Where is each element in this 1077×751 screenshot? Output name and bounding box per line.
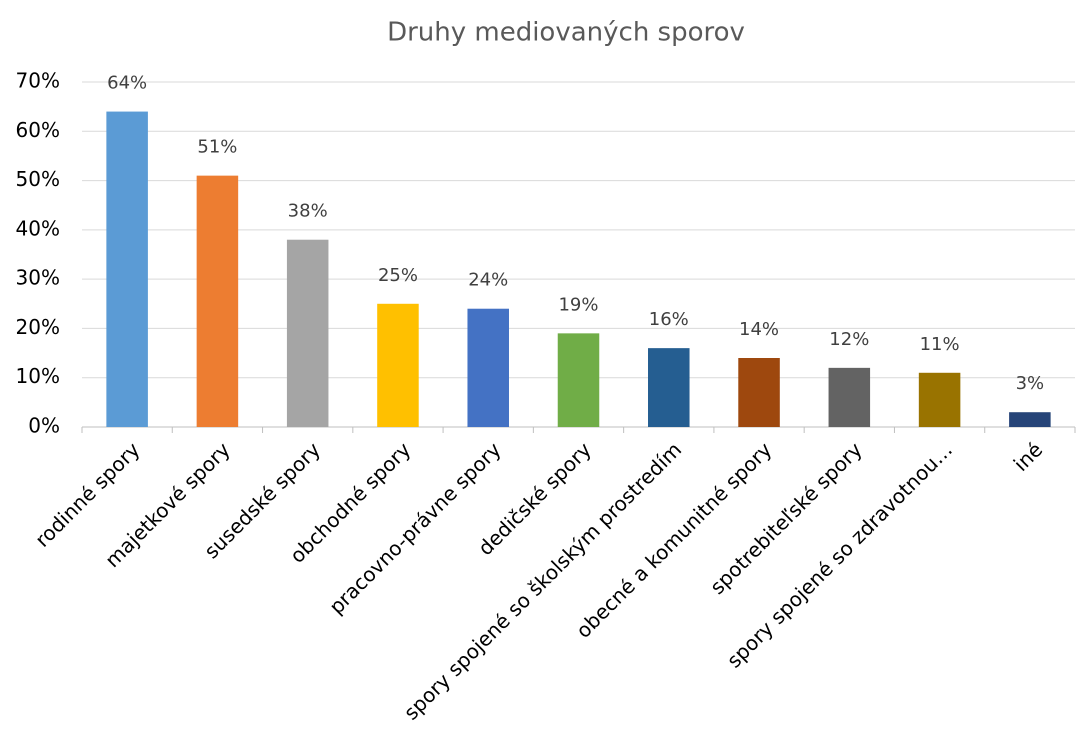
- y-tick-label: 70%: [16, 69, 60, 93]
- data-label: 64%: [107, 73, 147, 94]
- bar: [106, 111, 148, 428]
- y-tick-label: 10%: [16, 364, 60, 388]
- y-tick-label: 60%: [16, 118, 60, 142]
- chart-title: Druhy mediovaných sporov: [387, 18, 745, 48]
- data-label: 19%: [558, 294, 598, 315]
- bar: [1009, 412, 1051, 427]
- bar: [918, 372, 961, 427]
- bar: [286, 239, 329, 427]
- data-label: 3%: [1016, 373, 1045, 394]
- data-label: 51%: [197, 137, 237, 158]
- bar: [557, 333, 600, 427]
- bar: [196, 175, 239, 427]
- x-tick-label: pracovno-právne spory: [324, 437, 505, 618]
- data-label: 16%: [649, 309, 689, 330]
- y-tick-label: 40%: [16, 216, 60, 240]
- data-label: 24%: [468, 270, 508, 291]
- y-tick-label: 0%: [28, 414, 60, 438]
- data-label: 38%: [288, 201, 328, 222]
- x-tick-label: obecné a komunitné spory: [571, 437, 776, 642]
- data-label: 11%: [920, 334, 960, 355]
- y-tick-label: 20%: [16, 315, 60, 339]
- y-tick-label: 30%: [16, 266, 60, 290]
- data-label: 25%: [378, 265, 418, 286]
- bar: [828, 367, 871, 427]
- bar: [467, 308, 509, 427]
- bar: [738, 358, 780, 427]
- x-tick-label: spotrebiteľské spory: [705, 437, 867, 599]
- y-tick-label: 50%: [16, 167, 60, 191]
- data-label: 14%: [739, 319, 779, 340]
- data-label: 12%: [829, 329, 869, 350]
- bar: [648, 348, 690, 427]
- bar: [377, 303, 419, 427]
- x-tick-label: iné: [1009, 437, 1048, 476]
